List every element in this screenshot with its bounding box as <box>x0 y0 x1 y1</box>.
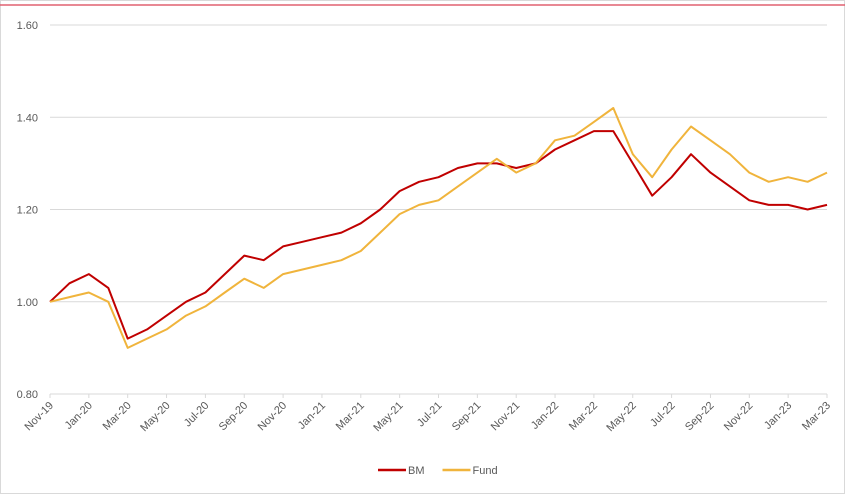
legend-label: Fund <box>473 465 498 477</box>
y-tick-label: 1.20 <box>17 205 38 217</box>
y-tick-label: 0.80 <box>17 389 38 401</box>
legend-label: BM <box>408 465 425 477</box>
y-tick-label: 1.00 <box>17 297 38 309</box>
line-series <box>49 130 828 340</box>
y-tick-label: 1.60 <box>17 20 38 32</box>
y-tick-label: 1.40 <box>17 112 38 124</box>
line-series <box>49 107 828 349</box>
